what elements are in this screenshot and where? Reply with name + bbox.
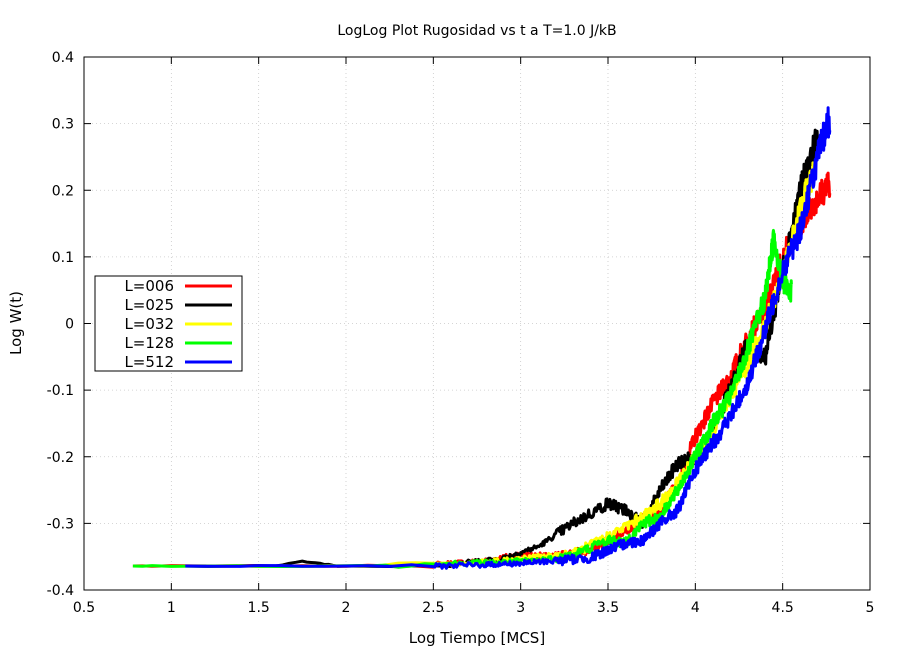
x-axis-title: Log Tiempo [MCS] <box>409 629 545 647</box>
legend-label: L=006 <box>124 277 174 295</box>
y-tick-label: -0.1 <box>47 383 74 399</box>
legend-label: L=025 <box>124 296 174 314</box>
y-tick-label: -0.3 <box>47 516 74 532</box>
axis-ticks <box>83 56 871 591</box>
y-tick-label: 0 <box>65 317 74 333</box>
series-group <box>132 106 832 570</box>
x-tick-label: 2.5 <box>422 600 444 616</box>
x-tick-label: 4.5 <box>772 600 794 616</box>
series-line-l-025 <box>185 128 820 569</box>
x-tick-label: 2 <box>342 600 351 616</box>
y-tick-label: -0.2 <box>47 450 74 466</box>
x-tick-label: 4 <box>691 600 700 616</box>
y-tick-label: 0.2 <box>52 183 74 199</box>
x-tick-label: 3.5 <box>597 600 619 616</box>
grid <box>84 57 870 590</box>
legend-label: L=128 <box>124 334 174 352</box>
legend-label: L=512 <box>124 353 174 371</box>
series-line-l-512 <box>185 106 832 570</box>
x-tick-label: 5 <box>866 600 875 616</box>
y-tick-label: 0.1 <box>52 250 74 266</box>
x-tick-label: 1.5 <box>248 600 270 616</box>
series-line-l-006 <box>132 171 832 569</box>
x-tick-label: 1 <box>167 600 176 616</box>
y-tick-label: 0.4 <box>52 50 74 66</box>
chart-title: LogLog Plot Rugosidad vs t a T=1.0 J/kB <box>337 23 616 39</box>
y-axis-title: Log W(t) <box>7 291 25 355</box>
legend-label: L=032 <box>124 315 174 333</box>
y-tick-label: 0.3 <box>52 117 74 133</box>
y-tick-label: -0.4 <box>47 583 74 599</box>
x-tick-label: 0.5 <box>73 600 95 616</box>
x-tick-label: 3 <box>516 600 525 616</box>
